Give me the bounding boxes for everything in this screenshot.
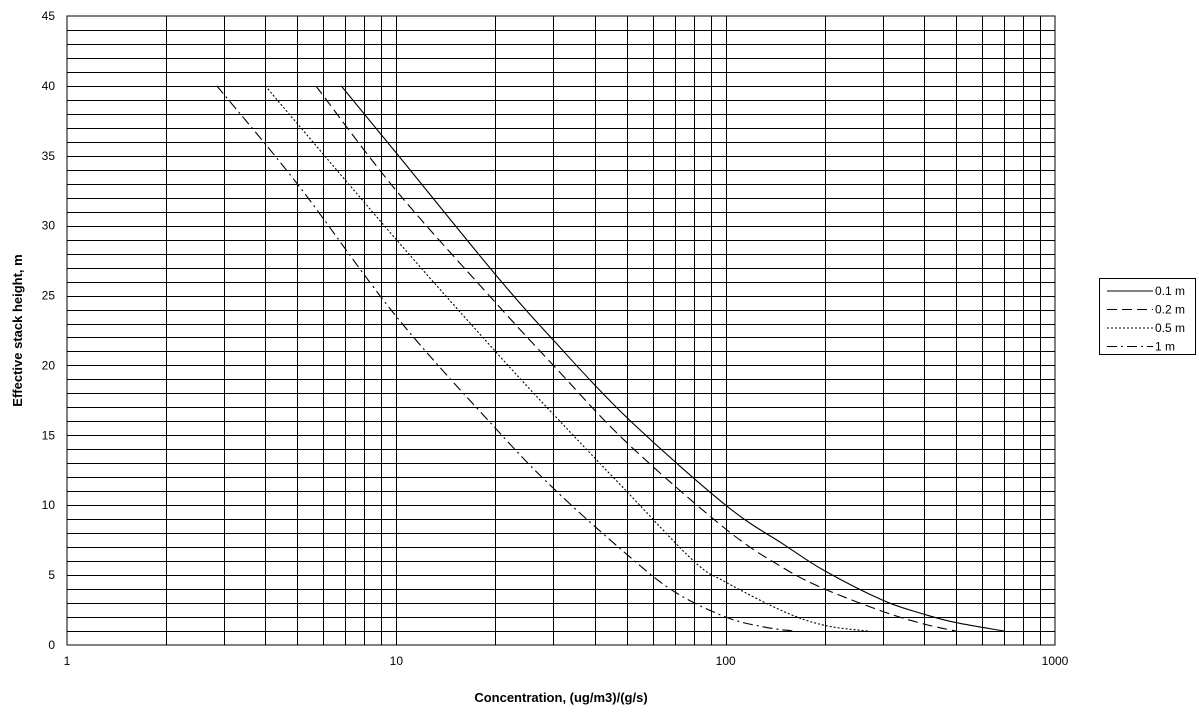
y-tick-label: 40 (42, 79, 56, 93)
y-axis-title: Effective stack height, m (10, 254, 25, 406)
y-tick-label: 35 (42, 149, 56, 163)
legend-label: 1 m (1155, 340, 1175, 354)
grid (66, 15, 1056, 646)
x-tick-label: 100 (716, 654, 736, 668)
tick-labels: 0 5 10 15 20 25 30 35 40 45 1 10 100 1000 (42, 9, 1069, 668)
y-tick-label: 10 (42, 498, 56, 512)
series-layer (216, 85, 1005, 632)
legend-label: 0.5 m (1155, 321, 1185, 335)
y-tick-label: 25 (42, 289, 56, 303)
legend-label: 0.2 m (1155, 303, 1185, 317)
series-line-0-2-m (315, 85, 957, 632)
y-tick-label: 0 (48, 638, 55, 652)
y-tick-label: 30 (42, 219, 56, 233)
legend-label: 0.1 m (1155, 284, 1185, 298)
series-line-1-m (216, 85, 793, 632)
y-tick-label: 45 (42, 9, 56, 23)
y-tick-label: 15 (42, 428, 56, 442)
x-tick-label: 1 (64, 654, 71, 668)
plot-area-border (66, 15, 1056, 646)
x-axis-title: Concentration, (ug/m3)/(g/s) (474, 690, 647, 705)
legend: 0.1 m 0.2 m 0.5 m 1 m (1099, 278, 1196, 355)
x-tick-label: 10 (390, 654, 404, 668)
x-tick-label: 1000 (1042, 654, 1069, 668)
y-tick-label: 20 (42, 358, 56, 372)
series-line-0-1-m (340, 85, 1005, 632)
y-tick-label: 5 (48, 568, 55, 582)
series-line-0-5-m (264, 85, 868, 632)
